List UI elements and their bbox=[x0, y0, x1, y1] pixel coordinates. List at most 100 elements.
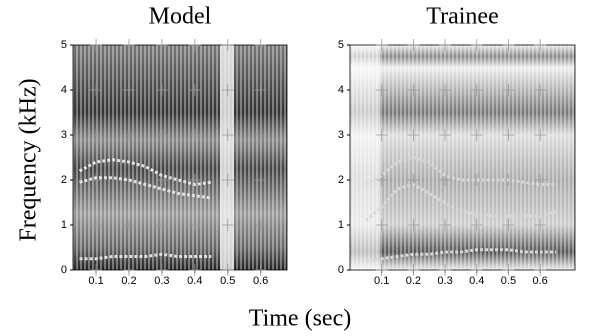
grid-mark bbox=[439, 84, 452, 96]
grid-mark bbox=[470, 219, 483, 231]
grid-mark bbox=[375, 39, 388, 51]
grid-mark bbox=[534, 264, 547, 276]
formant-line bbox=[365, 248, 556, 263]
grid-mark bbox=[90, 219, 103, 231]
y-tick-label: 5 bbox=[61, 39, 67, 51]
grid-mark bbox=[439, 39, 452, 51]
grid-mark bbox=[155, 129, 168, 141]
grid-mark bbox=[534, 129, 547, 141]
grid-mark bbox=[407, 84, 420, 96]
grid-mark bbox=[254, 84, 267, 96]
formant-line bbox=[365, 155, 556, 186]
y-tick-label: 5 bbox=[338, 39, 344, 51]
grid-mark bbox=[122, 39, 135, 51]
grid-mark bbox=[439, 129, 452, 141]
x-tick-label: 0.6 bbox=[253, 275, 268, 287]
grid-mark bbox=[534, 219, 547, 231]
grid-mark bbox=[407, 264, 420, 276]
grid-mark bbox=[534, 174, 547, 186]
grid-mark bbox=[502, 84, 515, 96]
grid-mark bbox=[122, 129, 135, 141]
grid-mark bbox=[155, 84, 168, 96]
grid-mark bbox=[254, 264, 267, 276]
x-tick-label: 0.3 bbox=[154, 275, 169, 287]
formant-line bbox=[79, 252, 212, 261]
y-tick-label: 1 bbox=[338, 219, 344, 231]
grid-mark bbox=[155, 39, 168, 51]
grid-mark bbox=[254, 129, 267, 141]
x-tick-label: 0.6 bbox=[532, 275, 547, 287]
grid-mark bbox=[502, 219, 515, 231]
grid-mark bbox=[221, 219, 234, 231]
grid-mark bbox=[534, 84, 547, 96]
grid-mark bbox=[188, 219, 201, 231]
grid-mark bbox=[439, 219, 452, 231]
grid-mark bbox=[254, 219, 267, 231]
grid-mark bbox=[188, 84, 201, 96]
x-tick-label: 0.5 bbox=[220, 275, 235, 287]
x-tick-label: 0.2 bbox=[406, 275, 421, 287]
grid-mark bbox=[439, 264, 452, 276]
grid-mark bbox=[254, 39, 267, 51]
grid-mark bbox=[221, 39, 234, 51]
x-tick-label: 0.2 bbox=[121, 275, 136, 287]
grid-mark bbox=[188, 129, 201, 141]
grid-mark bbox=[375, 264, 388, 276]
grid-mark bbox=[502, 264, 515, 276]
x-tick-label: 0.1 bbox=[374, 275, 389, 287]
grid-mark bbox=[407, 39, 420, 51]
y-axis-label: Frequency (kHz) bbox=[16, 78, 42, 241]
grid-mark bbox=[502, 129, 515, 141]
x-axis-label: Time (sec) bbox=[249, 306, 351, 332]
y-tick-label: 3 bbox=[338, 129, 344, 141]
formant-line bbox=[78, 158, 212, 187]
grid-mark bbox=[375, 129, 388, 141]
grid-mark bbox=[155, 264, 168, 276]
grid-mark bbox=[122, 84, 135, 96]
y-tick-label: 4 bbox=[338, 84, 344, 96]
y-tick-label: 2 bbox=[338, 174, 344, 186]
y-tick-label: 4 bbox=[61, 84, 67, 96]
grid-mark bbox=[375, 84, 388, 96]
grid-mark bbox=[221, 174, 234, 186]
grid-mark bbox=[470, 84, 483, 96]
grid-mark bbox=[221, 84, 234, 96]
grid-mark bbox=[407, 219, 420, 231]
grid-mark bbox=[470, 264, 483, 276]
y-tick-label: 0 bbox=[61, 264, 67, 276]
grid-mark bbox=[502, 39, 515, 51]
x-tick-label: 0.4 bbox=[187, 275, 202, 287]
x-tick-label: 0.5 bbox=[501, 275, 516, 287]
grid-mark bbox=[375, 219, 388, 231]
grid-mark bbox=[470, 39, 483, 51]
x-tick-label: 0.4 bbox=[469, 275, 484, 287]
y-tick-label: 3 bbox=[61, 129, 67, 141]
grid-mark bbox=[90, 129, 103, 141]
panel-bg bbox=[73, 45, 575, 270]
grid-mark bbox=[122, 219, 135, 231]
panel-title: Model bbox=[149, 4, 212, 30]
grid-mark bbox=[188, 39, 201, 51]
grid-mark bbox=[122, 264, 135, 276]
y-tick-label: 0 bbox=[338, 264, 344, 276]
formant-line bbox=[364, 182, 557, 222]
grid-mark bbox=[155, 219, 168, 231]
plot-frame bbox=[72, 44, 288, 271]
grid-mark bbox=[470, 129, 483, 141]
grid-mark bbox=[90, 264, 103, 276]
grid-mark bbox=[534, 39, 547, 51]
grid-mark bbox=[254, 174, 267, 186]
y-tick-label: 1 bbox=[61, 219, 67, 231]
grid-mark bbox=[90, 84, 103, 96]
grid-mark bbox=[221, 129, 234, 141]
panel-title: Trainee bbox=[426, 4, 498, 30]
grid-mark bbox=[188, 264, 201, 276]
x-tick-label: 0.1 bbox=[88, 275, 103, 287]
grid-mark bbox=[221, 264, 234, 276]
grid-mark bbox=[90, 39, 103, 51]
formant-line bbox=[79, 176, 212, 200]
grid-mark bbox=[407, 129, 420, 141]
x-tick-label: 0.3 bbox=[437, 275, 452, 287]
y-tick-label: 2 bbox=[61, 174, 67, 186]
